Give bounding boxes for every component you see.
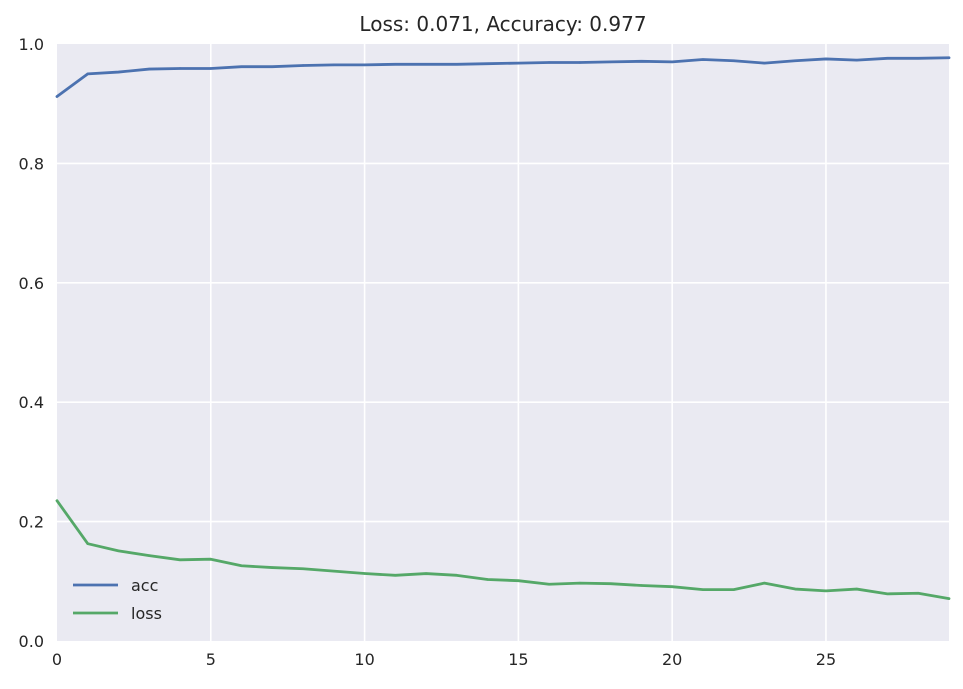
- data-point: [455, 63, 459, 66]
- data-point: [424, 572, 428, 575]
- data-point: [547, 583, 551, 586]
- data-point: [455, 574, 459, 577]
- x-tick-label: 25: [816, 650, 836, 669]
- data-point: [701, 58, 705, 61]
- data-point: [486, 62, 489, 65]
- series-acc: [55, 56, 951, 98]
- data-point: [824, 57, 828, 61]
- grid-lines: [57, 44, 949, 641]
- legend-item-acc: acc: [73, 576, 158, 595]
- y-tick-label: 0.8: [19, 154, 44, 173]
- y-tick-label: 0.0: [19, 632, 44, 651]
- data-point: [271, 65, 274, 68]
- data-point: [578, 61, 582, 64]
- data-point: [517, 579, 520, 582]
- data-point: [394, 63, 397, 66]
- data-point: [209, 67, 212, 70]
- data-point: [547, 61, 551, 64]
- data-point: [178, 67, 182, 70]
- data-point: [148, 67, 151, 71]
- y-tick-label: 0.2: [19, 513, 44, 532]
- data-point: [86, 72, 89, 76]
- data-point: [886, 57, 889, 60]
- data-point: [117, 549, 120, 553]
- data-point: [178, 558, 182, 562]
- legend: acc loss: [73, 576, 162, 623]
- data-point: [271, 566, 274, 569]
- x-tick-label: 5: [206, 650, 216, 669]
- data-point: [732, 588, 735, 591]
- data-point: [609, 582, 612, 585]
- data-point: [301, 567, 305, 570]
- data-point: [917, 57, 920, 60]
- data-point: [609, 60, 612, 64]
- data-point: [517, 61, 520, 65]
- data-point: [794, 59, 797, 62]
- data-point: [640, 60, 643, 63]
- data-point: [424, 63, 428, 66]
- data-point: [363, 63, 366, 67]
- x-tick-label: 10: [354, 650, 374, 669]
- data-point: [763, 61, 766, 65]
- y-tick-label: 0.4: [19, 393, 44, 412]
- data-point: [55, 499, 59, 502]
- data-point: [701, 588, 705, 591]
- y-tick-label: 0.6: [19, 274, 44, 293]
- data-point: [670, 585, 674, 588]
- data-point: [917, 592, 920, 595]
- data-point: [394, 574, 397, 577]
- data-point: [332, 569, 336, 573]
- x-tick-label: 15: [508, 650, 528, 669]
- data-point: [824, 589, 828, 593]
- legend-label: loss: [131, 604, 162, 623]
- data-point: [670, 60, 674, 64]
- data-point: [855, 587, 858, 591]
- data-point: [855, 58, 858, 62]
- data-point: [55, 95, 59, 98]
- data-point: [640, 584, 643, 587]
- data-point: [209, 558, 212, 561]
- series-loss: [55, 499, 951, 601]
- x-tick-label: 20: [662, 650, 682, 669]
- legend-label: acc: [131, 576, 158, 595]
- data-point: [947, 597, 951, 600]
- series-layer: [55, 56, 951, 601]
- series-line-loss: [55, 499, 951, 601]
- data-point: [947, 56, 951, 59]
- data-point: [240, 564, 243, 567]
- y-tick-label: 1.0: [19, 35, 44, 54]
- series-line-acc: [55, 56, 951, 98]
- legend-item-loss: loss: [73, 604, 162, 623]
- data-point: [486, 578, 489, 581]
- data-point: [886, 592, 889, 596]
- data-point: [363, 572, 366, 575]
- data-point: [117, 70, 120, 74]
- data-point: [301, 64, 305, 67]
- data-point: [86, 542, 89, 545]
- x-tick-label: 0: [52, 650, 62, 669]
- data-point: [240, 65, 243, 68]
- data-point: [732, 59, 735, 62]
- data-point: [794, 587, 797, 591]
- chart-title: Loss: 0.071, Accuracy: 0.977: [359, 12, 646, 36]
- data-point: [332, 63, 336, 67]
- data-point: [578, 581, 582, 585]
- tick-labels: 0 5 10 15 20 25 0.0 0.2 0.4 0.6 0.8 1.0: [19, 35, 837, 669]
- plot-area: [57, 44, 949, 641]
- data-point: [763, 581, 766, 585]
- data-point: [148, 554, 151, 557]
